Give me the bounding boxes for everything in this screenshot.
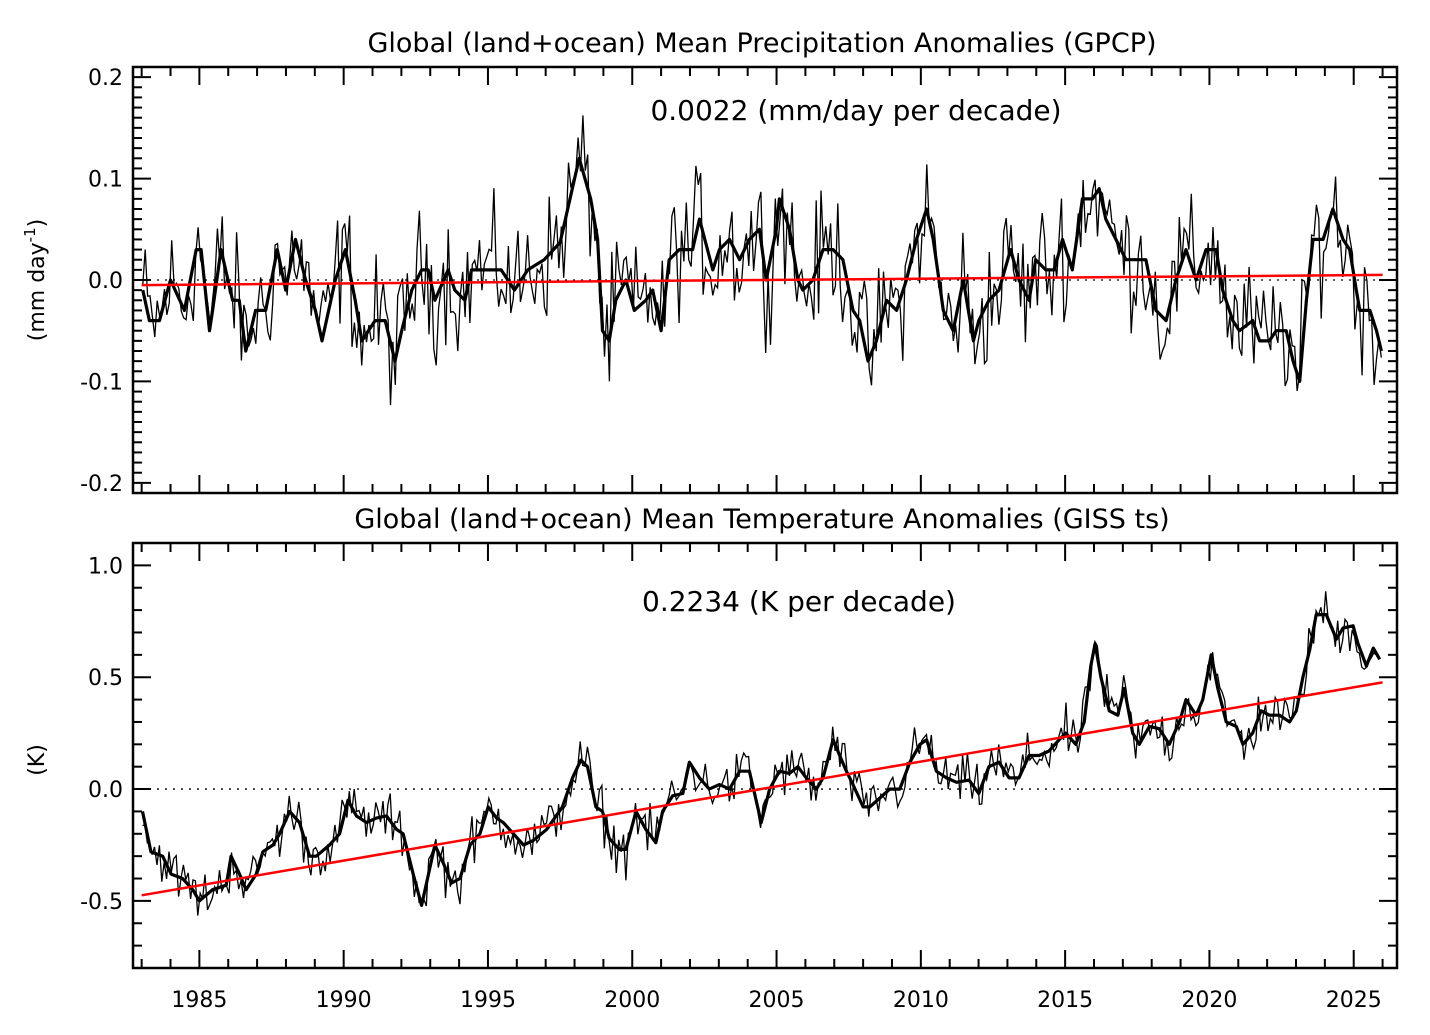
y-tick-label: 1.0 — [88, 554, 123, 579]
x-tick-label: 1990 — [316, 988, 372, 1013]
y-tick-label: 0.0 — [88, 269, 123, 294]
precip-title: Global (land+ocean) Mean Precipitation A… — [367, 28, 1156, 59]
x-tick-label: 2005 — [749, 988, 805, 1013]
temperature-panel: Global (land+ocean) Mean Temperature Ano… — [25, 504, 1399, 1013]
x-tick-label: 2000 — [604, 988, 660, 1013]
temp-y-axis-label: (K) — [25, 744, 50, 776]
y-tick-label: -0.2 — [80, 472, 123, 497]
smoothed-series-line — [140, 613, 1382, 907]
x-tick-label: 2015 — [1037, 988, 1093, 1013]
y-tick-label: -0.5 — [80, 890, 123, 915]
y-tick-label: 0.5 — [88, 666, 123, 691]
precip-trend-annotation: 0.0022 (mm/day per decade) — [650, 94, 1061, 127]
x-tick-label: 1985 — [171, 988, 227, 1013]
x-tick-label: 2025 — [1326, 988, 1382, 1013]
precipitation-panel: Global (land+ocean) Mean Precipitation A… — [21, 28, 1399, 497]
x-tick-label: 2020 — [1181, 988, 1237, 1013]
temp-trend-annotation: 0.2234 (K per decade) — [642, 585, 956, 618]
x-tick-label: 2010 — [893, 988, 949, 1013]
temp-title: Global (land+ocean) Mean Temperature Ano… — [354, 504, 1169, 535]
y-tick-label: 0.0 — [88, 778, 123, 803]
plot-frame — [131, 541, 1399, 970]
precip-y-axis-label: (mm day-1) — [21, 219, 50, 341]
monthly-series-line — [142, 591, 1380, 916]
y-tick-label: 0.1 — [88, 168, 123, 193]
smoothed-series-line — [141, 156, 1383, 383]
x-tick-label: 1995 — [460, 988, 516, 1013]
linear-trend-line — [141, 681, 1383, 897]
y-tick-label: 0.2 — [88, 66, 123, 91]
y-tick-label: -0.1 — [80, 370, 123, 395]
linear-trend-line — [141, 273, 1383, 287]
